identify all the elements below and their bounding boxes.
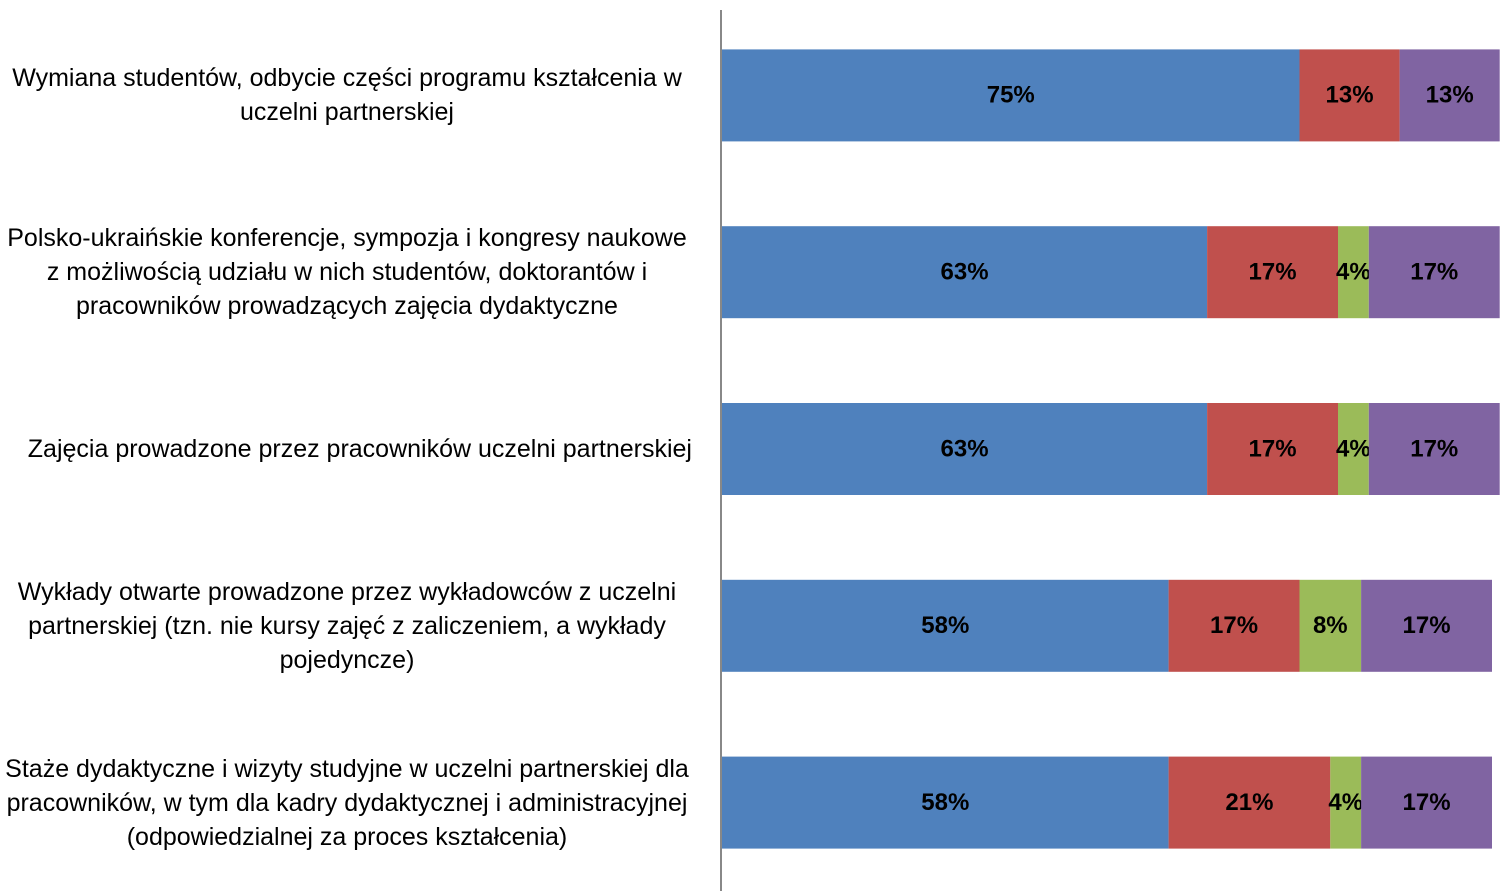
bar-segment	[1330, 756, 1362, 849]
data-label: 8%	[1313, 612, 1348, 639]
data-label: 75%	[987, 82, 1035, 109]
data-label: 4%	[1336, 435, 1371, 462]
data-label: 17%	[1403, 612, 1451, 639]
bar-segment	[1368, 403, 1500, 495]
data-label: 13%	[1326, 82, 1374, 109]
bar-segment	[722, 226, 1208, 319]
data-label: 17%	[1249, 435, 1297, 462]
bar-segment	[1361, 756, 1492, 849]
bar-segment	[1399, 49, 1500, 142]
category-text: Wymiana studentów, odbycie części progra…	[12, 64, 682, 127]
data-label: 58%	[921, 789, 969, 816]
bar-segment	[1168, 579, 1300, 672]
data-label: 63%	[941, 259, 989, 286]
category-text: Staże dydaktyczne i wizyty studyjne w uc…	[5, 754, 689, 851]
category-label: Polsko-ukraińskie konferencje, sympozja …	[0, 221, 692, 323]
category-label: Wykłady otwarte prowadzone przez wykłado…	[0, 575, 692, 677]
category-text: Polsko-ukraińskie konferencje, sympozja …	[7, 224, 687, 321]
bar-segment	[1299, 49, 1400, 142]
data-label: 4%	[1336, 259, 1371, 286]
data-label: 63%	[941, 435, 989, 462]
bar-segment	[722, 49, 1300, 142]
bar-segment	[1338, 403, 1369, 495]
bar-segment	[722, 579, 1169, 672]
bar-segment	[1361, 579, 1492, 672]
data-label: 17%	[1410, 259, 1458, 286]
bar-segment	[1207, 403, 1338, 495]
bar-segment	[722, 403, 1208, 495]
bar-segment	[1299, 579, 1362, 672]
data-label: 17%	[1410, 435, 1458, 462]
category-text: Wykłady otwarte prowadzone przez wykłado…	[17, 577, 677, 674]
bar-segment	[1368, 226, 1500, 319]
category-label: Zajęcia prowadzone przez pracowników ucz…	[0, 432, 692, 466]
category-label: Wymiana studentów, odbycie części progra…	[0, 61, 692, 129]
data-label: 21%	[1225, 789, 1273, 816]
data-label: 4%	[1328, 789, 1363, 816]
bar-segment	[1207, 226, 1338, 319]
data-label: 17%	[1249, 259, 1297, 286]
category-label: Staże dydaktyczne i wizyty studyjne w uc…	[0, 752, 692, 854]
category-text: Zajęcia prowadzone przez pracowników ucz…	[27, 435, 692, 463]
data-label: 13%	[1426, 82, 1474, 109]
bar-segment	[1338, 226, 1369, 319]
bar-segment	[1168, 756, 1331, 849]
bar-segment	[722, 756, 1169, 849]
data-label: 17%	[1403, 789, 1451, 816]
data-label: 58%	[921, 612, 969, 639]
data-label: 17%	[1210, 612, 1258, 639]
